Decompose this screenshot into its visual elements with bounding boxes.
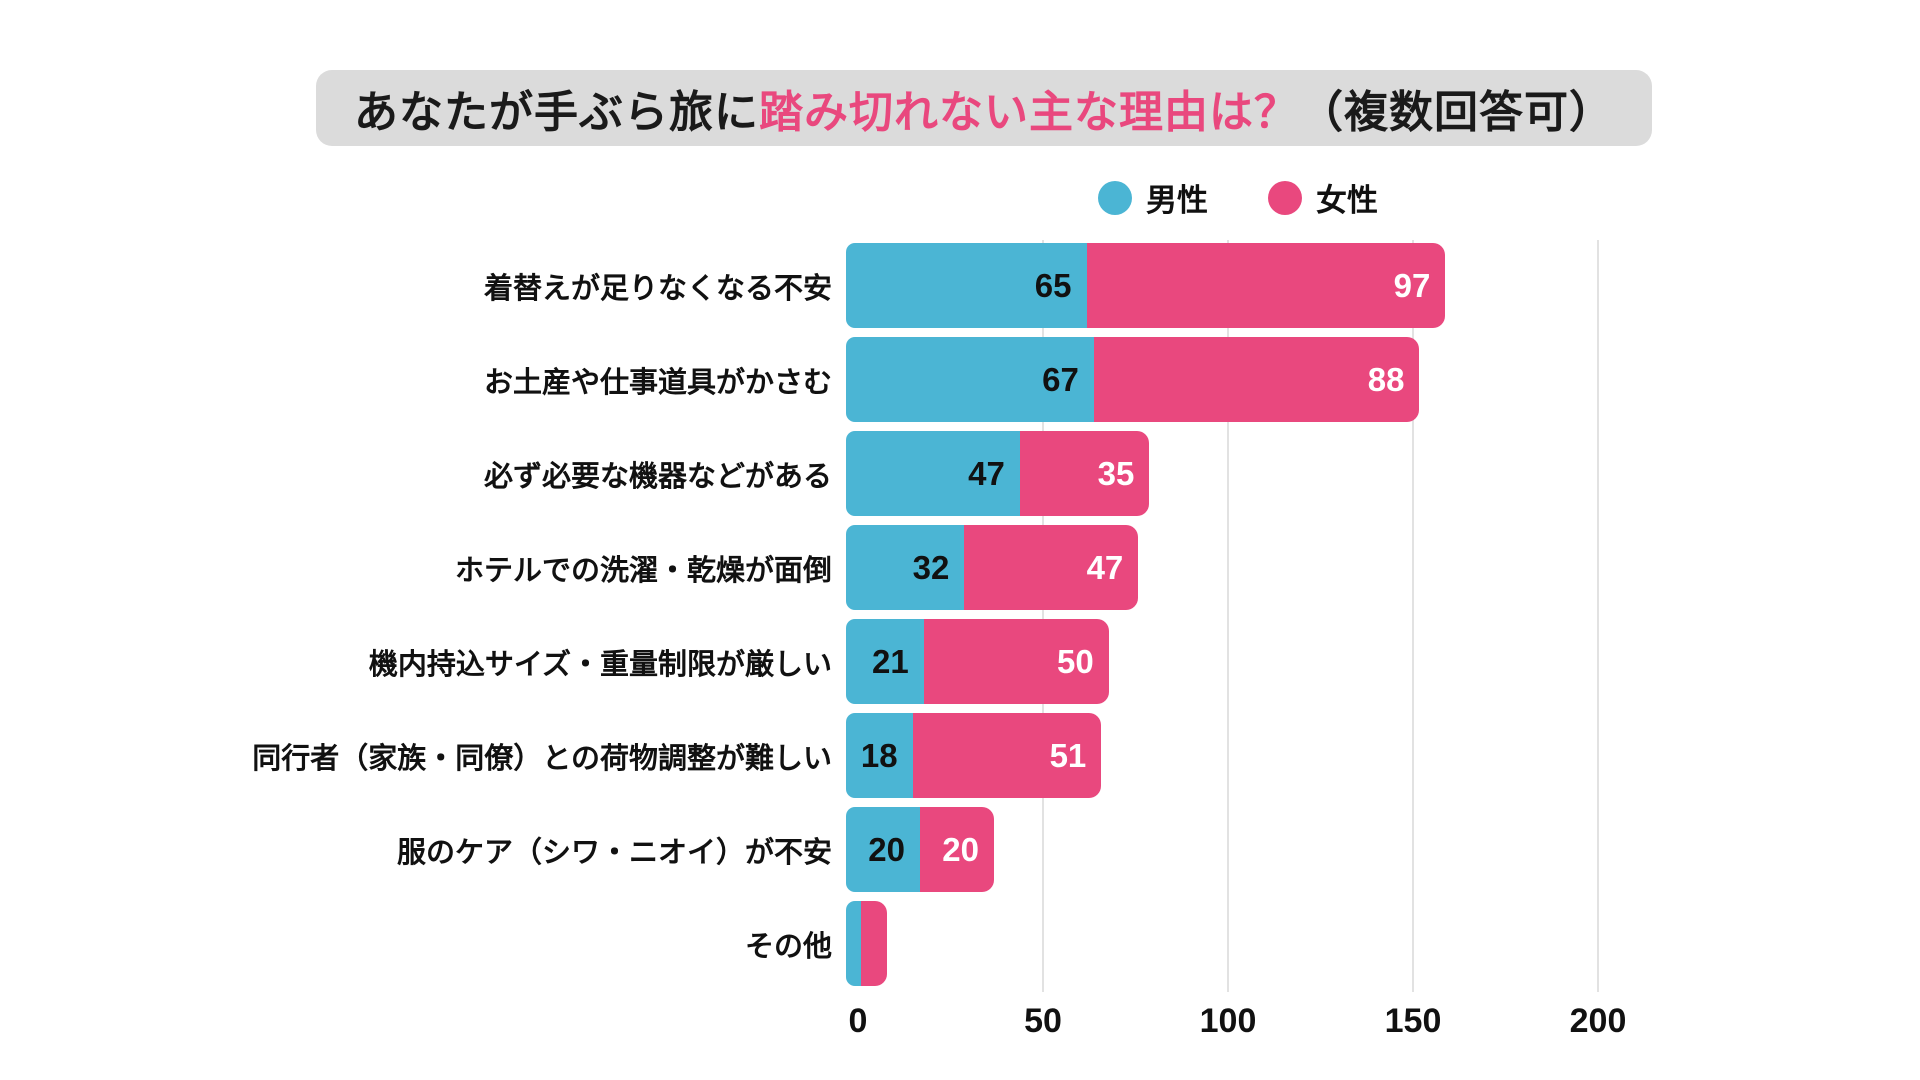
- male-value-label: 20: [868, 830, 905, 868]
- category-label: 必ず必要な機器などがある: [483, 460, 832, 493]
- x-axis-tick-50: 50: [1024, 1002, 1062, 1040]
- chart-row: 機内持込サイズ・重量制限が厳しい 21 50: [0, 619, 1920, 704]
- female-bar-segment: 50: [923, 619, 1109, 704]
- x-axis-tick-100: 100: [1199, 1002, 1257, 1040]
- bar-group: 18 51: [846, 713, 1586, 798]
- female-bar-segment: 35: [1019, 431, 1150, 516]
- x-axis-tick-200: 200: [1569, 1002, 1627, 1040]
- bar-group: 20 20: [846, 807, 1586, 892]
- category-label: 機内持込サイズ・重量制限が厳しい: [368, 648, 832, 681]
- male-bar-segment: 32: [846, 525, 965, 610]
- x-axis: 0 50 100 150 200: [0, 1002, 1920, 1052]
- male-value-label: 18: [860, 736, 898, 774]
- category-label: 服のケア（シワ・ニオイ）が不安: [396, 836, 832, 869]
- female-bar-segment: [861, 901, 887, 986]
- female-bar-segment: 88: [1093, 337, 1420, 422]
- male-value-label: 32: [912, 548, 950, 586]
- bar-group: 32 47: [846, 525, 1586, 610]
- male-bar-segment: 21: [846, 619, 924, 704]
- chart-row: ホテルでの洗濯・乾燥が面倒 32 47: [0, 525, 1920, 610]
- male-bar-segment: 47: [846, 431, 1020, 516]
- female-value-label: 50: [1056, 642, 1094, 680]
- chart-row: 必ず必要な機器などがある 47 35: [0, 431, 1920, 516]
- category-label: 着替えが足りなくなる不安: [483, 272, 832, 305]
- category-label: 同行者（家族・同僚）との荷物調整が難しい: [252, 742, 832, 775]
- bar-group: 21 50: [846, 619, 1586, 704]
- bar-group: [846, 901, 1586, 986]
- male-legend-dot-icon: [1098, 180, 1132, 215]
- x-axis-tick-150: 150: [1384, 1002, 1442, 1040]
- female-legend-dot-icon: [1268, 180, 1302, 215]
- category-label: お土産や仕事道具がかさむ: [483, 366, 832, 399]
- bar-group: 65 97: [846, 243, 1586, 328]
- chart-row: 服のケア（シワ・ニオイ）が不安 20 20: [0, 807, 1920, 892]
- male-value-label: 21: [871, 642, 909, 680]
- chart-row: その他: [0, 901, 1920, 986]
- female-bar-segment: 97: [1086, 243, 1446, 328]
- female-value-label: 47: [1086, 548, 1124, 586]
- title-text-highlight: 踏み切れない主な理由は？: [759, 88, 1299, 137]
- category-label: ホテルでの洗濯・乾燥が面倒: [454, 554, 832, 587]
- female-value-label: 88: [1367, 360, 1405, 398]
- male-value-label: 67: [1042, 360, 1079, 398]
- title-text-lead: あなたが手ぶら旅に: [354, 88, 759, 137]
- stacked-bar-chart: 着替えが足りなくなる不安 65 97 お土産や仕事道具がかさむ 67 88 必ず必要な機器な…: [0, 243, 1920, 995]
- female-value-label: 20: [942, 830, 979, 868]
- female-value-label: 35: [1097, 454, 1135, 492]
- male-bar-segment: 20: [846, 807, 920, 892]
- chart-row: 同行者（家族・同僚）との荷物調整が難しい 18 51: [0, 713, 1920, 798]
- legend-item-male: 男性: [1098, 175, 1208, 220]
- title-text-tail: （複数回答可）: [1299, 88, 1614, 137]
- male-bar-segment: 65: [846, 243, 1087, 328]
- female-legend-label: 女性: [1316, 183, 1378, 218]
- female-bar-segment: 20: [920, 807, 994, 892]
- female-bar-segment: 51: [912, 713, 1102, 798]
- category-label: その他: [744, 930, 832, 963]
- legend: 男性 女性: [1098, 175, 1378, 220]
- chart-row: お土産や仕事道具がかさむ 67 88: [0, 337, 1920, 422]
- female-bar-segment: 47: [964, 525, 1139, 610]
- male-bar-segment: 18: [846, 713, 913, 798]
- female-value-label: 97: [1393, 266, 1431, 304]
- female-value-label: 51: [1049, 736, 1087, 774]
- x-axis-tick-0: 0: [848, 1002, 868, 1040]
- male-value-label: 65: [1034, 266, 1072, 304]
- bar-group: 67 88: [846, 337, 1586, 422]
- chart-title: あなたが手ぶら旅に 踏み切れない主な理由は？ （複数回答可）: [316, 70, 1652, 146]
- legend-item-female: 女性: [1268, 175, 1378, 220]
- male-legend-label: 男性: [1146, 183, 1208, 218]
- male-bar-segment: 67: [846, 337, 1094, 422]
- bar-group: 47 35: [846, 431, 1586, 516]
- chart-row: 着替えが足りなくなる不安 65 97: [0, 243, 1920, 328]
- male-value-label: 47: [968, 454, 1005, 492]
- male-bar-segment: [846, 901, 861, 986]
